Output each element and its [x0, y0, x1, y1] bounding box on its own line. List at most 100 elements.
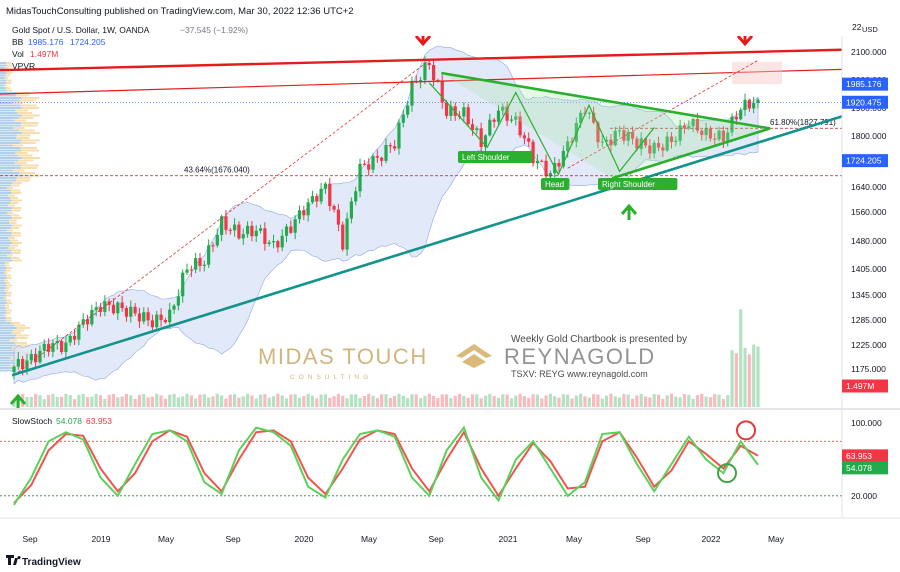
- left-shoulder-label-box: [458, 151, 533, 163]
- candle-body: [371, 156, 375, 170]
- volume-bar: [436, 398, 440, 407]
- price-badge: [842, 154, 888, 168]
- price-pane[interactable]: 61.80%(1827.791) 43.64%(1676.040) Left Sho…: [0, 30, 842, 410]
- volume-bar: [349, 394, 353, 407]
- vpvr-row: [0, 269, 6, 272]
- candle-body: [107, 301, 111, 305]
- volume-bar: [228, 394, 232, 407]
- volume-bar: [336, 393, 341, 407]
- vpvr-row: [15, 337, 28, 339]
- price-tick: 1175.000: [851, 364, 886, 374]
- volume-bar: [600, 398, 604, 407]
- tradingview-footer[interactable]: TradingView: [6, 555, 81, 568]
- vpvr-row: [20, 147, 37, 149]
- candle-body: [332, 206, 336, 210]
- candle-body: [150, 320, 155, 328]
- volume-bar: [605, 395, 609, 407]
- candle-body: [362, 163, 366, 165]
- vpvr-row: [0, 207, 12, 209]
- vol-label[interactable]: Vol: [12, 49, 24, 59]
- vpvr-row: [8, 247, 15, 249]
- vpvr-row: [9, 197, 18, 199]
- vpvr-row: [0, 319, 7, 322]
- bb-upper-value: 1985.176: [28, 37, 64, 47]
- candle-body: [674, 140, 678, 143]
- volume-bar: [358, 397, 362, 407]
- vpvr-row: [0, 114, 22, 117]
- vpvr-row: [7, 187, 13, 189]
- candle-body: [319, 188, 323, 202]
- candle-body: [310, 196, 315, 203]
- stoch-top-circle: [736, 420, 756, 441]
- candle-body: [527, 138, 531, 142]
- time-axis[interactable]: Sep 2019 May Sep 2020 May Sep 2021 May Sep 2022 May: [22, 534, 784, 544]
- vpvr-row: [21, 132, 40, 134]
- vpvr-row: [11, 209, 21, 212]
- candle-body: [566, 141, 570, 151]
- time-tick: 2022: [702, 534, 721, 544]
- vpvr-row: [0, 97, 22, 99]
- volume-bar: [626, 394, 630, 407]
- volume-bar: [488, 393, 492, 407]
- price-axis[interactable]: 22 USD 2100.0002000.0001900.0001800.0001…: [842, 22, 888, 393]
- vpvr-row: [12, 102, 23, 104]
- vpvr-row: [0, 364, 11, 367]
- vpvr-row: [0, 77, 5, 79]
- volume-bar: [514, 395, 518, 407]
- vpvr-row: [19, 172, 36, 174]
- tradingview-logo-icon: [6, 555, 21, 565]
- vpvr-row: [0, 354, 15, 357]
- price-tick: 1405.000: [851, 264, 887, 274]
- vpvr-row: [0, 172, 20, 174]
- price-tick: 1285.000: [851, 315, 887, 325]
- volume-bar: [453, 395, 457, 407]
- vpvr-row: [0, 194, 9, 197]
- candle-body: [665, 136, 669, 151]
- down-arrow-icon: [736, 36, 754, 47]
- price-tick: 2100.000: [851, 47, 887, 57]
- time-tick: Sep: [225, 534, 240, 544]
- stoch-axis[interactable]: 100.000 20.000 63.953 54.078: [842, 418, 888, 501]
- volume-bar: [215, 393, 219, 407]
- vpvr-row: [0, 152, 16, 154]
- vpvr-row: [0, 167, 21, 169]
- symbol-title[interactable]: Gold Spot / U.S. Dollar, 1W, OANDA: [12, 25, 150, 35]
- vpvr-row: [0, 232, 12, 234]
- vpvr-row: [6, 319, 12, 322]
- volume-bar: [72, 399, 77, 407]
- price-badge-label: 1985.176: [846, 79, 882, 89]
- stoch-d-line: [13, 429, 759, 504]
- volume-bar: [202, 394, 206, 407]
- candle-body: [315, 196, 319, 202]
- vpvr-row: [0, 362, 16, 364]
- vpvr-row: [6, 292, 12, 294]
- vpvr-row: [0, 109, 16, 112]
- vpvr-row: [0, 244, 10, 247]
- vpvr-row: [7, 229, 14, 232]
- vpvr-row: [19, 129, 35, 132]
- stoch-pane[interactable]: [0, 420, 842, 506]
- volume-bar: [730, 350, 734, 407]
- stoch-label[interactable]: SlowStoch: [12, 416, 52, 426]
- vpvr-row: [8, 204, 15, 207]
- volume-bar: [665, 395, 669, 407]
- price-tick: 1640.000: [851, 182, 887, 192]
- candle-body: [501, 106, 505, 111]
- presented-by-text: Weekly Gold Chartbook is presented by: [511, 334, 687, 345]
- vpvr-row: [6, 79, 12, 82]
- volume-bar: [440, 394, 444, 407]
- price-badge: [842, 379, 888, 393]
- vpvr-row: [0, 227, 11, 229]
- vpvr-label[interactable]: VPVR: [12, 61, 35, 71]
- volume-bar: [708, 397, 713, 407]
- vpvr-row: [0, 87, 6, 89]
- bb-label[interactable]: BB: [12, 37, 24, 47]
- candle-body: [713, 138, 717, 140]
- vpvr-row: [6, 274, 12, 277]
- volume-profile: [0, 62, 40, 372]
- candle-body: [730, 116, 734, 133]
- volume-bar: [107, 394, 111, 407]
- down-arrow-icon: [414, 36, 432, 47]
- volume-bar: [185, 393, 189, 407]
- candle-body: [669, 136, 674, 143]
